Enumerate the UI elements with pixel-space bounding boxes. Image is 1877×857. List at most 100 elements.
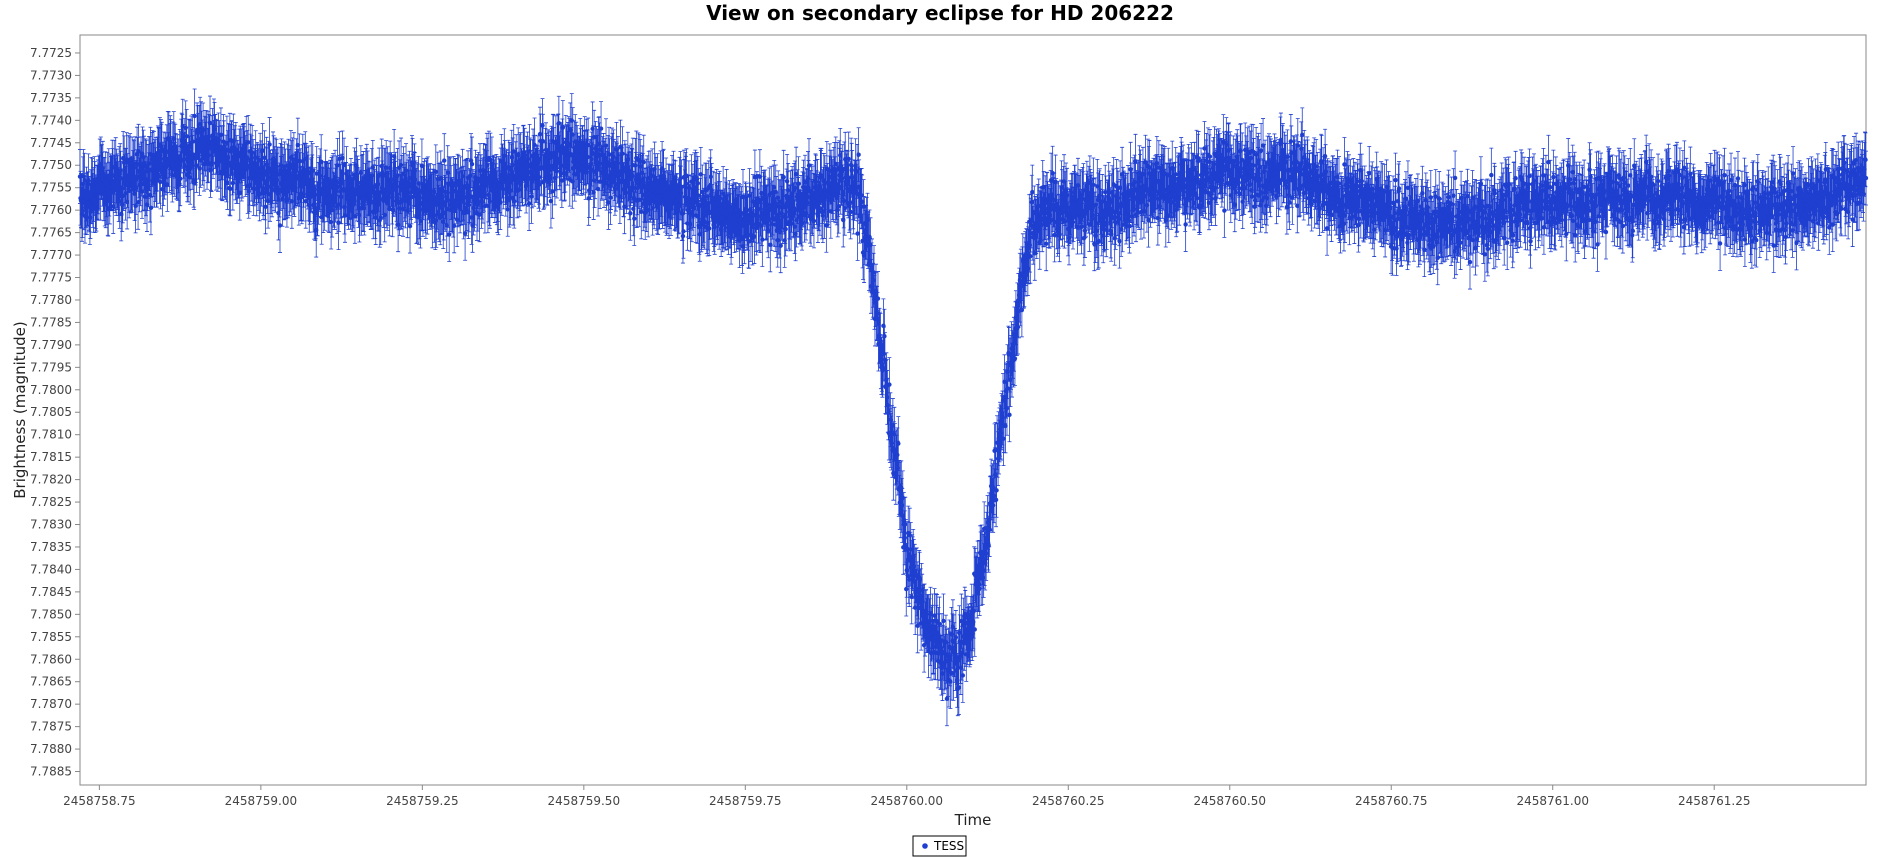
data-point	[257, 158, 263, 163]
data-point	[791, 207, 796, 212]
y-tick-label: 7.7875	[30, 720, 72, 734]
data-point	[400, 207, 406, 212]
data-point	[597, 179, 603, 184]
data-point	[1632, 163, 1637, 168]
data-point	[1420, 226, 1426, 231]
data-point	[596, 141, 602, 146]
data-point	[1358, 167, 1363, 173]
data-point	[998, 430, 1004, 436]
data-point	[1564, 231, 1569, 237]
data-point	[412, 168, 417, 174]
data-point	[1279, 166, 1284, 172]
data-point	[1624, 189, 1630, 194]
data-point	[249, 160, 254, 165]
data-point	[233, 147, 239, 152]
data-point	[505, 180, 510, 185]
data-point	[747, 193, 752, 198]
data-point	[559, 178, 565, 183]
data-point	[1674, 167, 1680, 172]
data-point	[1252, 198, 1258, 203]
data-point	[173, 149, 178, 154]
data-point	[1521, 198, 1526, 203]
data-point	[563, 162, 568, 168]
data-point	[168, 140, 173, 145]
x-tick-label: 2458760.75	[1355, 794, 1428, 808]
data-point	[1766, 191, 1771, 197]
data-point	[318, 159, 324, 164]
data-point	[1434, 232, 1439, 237]
data-point	[836, 203, 841, 209]
data-point	[1306, 195, 1311, 201]
data-point	[86, 178, 91, 183]
data-point	[389, 194, 395, 200]
data-point	[754, 225, 759, 231]
data-point	[749, 217, 754, 222]
data-point	[1725, 200, 1730, 205]
data-point	[1751, 214, 1757, 219]
data-point	[1414, 211, 1420, 216]
data-point	[801, 197, 807, 203]
data-point	[1726, 208, 1731, 213]
data-point	[1032, 210, 1037, 216]
data-point	[1345, 204, 1351, 209]
data-point	[447, 232, 452, 237]
data-point	[227, 138, 233, 143]
data-point	[480, 193, 486, 199]
data-point	[211, 123, 217, 129]
data-point	[1738, 227, 1744, 232]
data-point	[1790, 171, 1796, 176]
data-point	[724, 194, 729, 199]
data-point	[1420, 190, 1425, 196]
y-tick-label: 7.7775	[30, 271, 72, 285]
data-point	[678, 176, 683, 181]
data-point	[1618, 183, 1623, 189]
data-point	[1500, 197, 1505, 203]
data-point	[332, 200, 337, 205]
data-point	[936, 632, 941, 637]
data-point	[1237, 191, 1242, 196]
data-point	[1285, 154, 1290, 159]
data-point	[1050, 171, 1055, 176]
data-point	[557, 156, 563, 162]
data-point	[770, 205, 775, 211]
data-point	[384, 201, 390, 206]
data-point	[113, 162, 118, 167]
data-point	[946, 652, 951, 658]
data-point	[1680, 185, 1685, 191]
data-point	[1460, 228, 1466, 234]
data-point	[898, 508, 903, 513]
data-point	[1156, 196, 1161, 201]
data-point	[882, 357, 888, 362]
data-point	[1110, 193, 1116, 199]
data-point	[591, 135, 597, 140]
data-point	[624, 184, 629, 189]
data-point	[560, 125, 566, 130]
data-point	[157, 174, 162, 179]
data-point	[537, 182, 542, 187]
data-point	[363, 188, 368, 193]
data-point	[868, 284, 874, 289]
data-point	[605, 173, 610, 178]
data-point	[1823, 177, 1828, 182]
data-point	[178, 176, 183, 181]
data-point	[1572, 176, 1577, 182]
data-point	[918, 621, 924, 626]
data-point	[419, 163, 425, 169]
data-point	[945, 667, 951, 672]
data-point	[1158, 184, 1164, 189]
data-point	[217, 159, 223, 164]
data-point	[947, 656, 953, 662]
data-point	[1693, 208, 1698, 213]
data-point	[110, 173, 115, 178]
data-point	[570, 132, 575, 137]
data-point	[118, 168, 123, 173]
data-point	[354, 163, 359, 168]
data-point	[1309, 201, 1314, 207]
data-point	[131, 165, 137, 170]
data-point	[1467, 217, 1472, 222]
data-point	[170, 172, 175, 178]
data-point	[1688, 171, 1693, 177]
data-point	[1285, 184, 1291, 190]
data-point	[287, 186, 292, 191]
